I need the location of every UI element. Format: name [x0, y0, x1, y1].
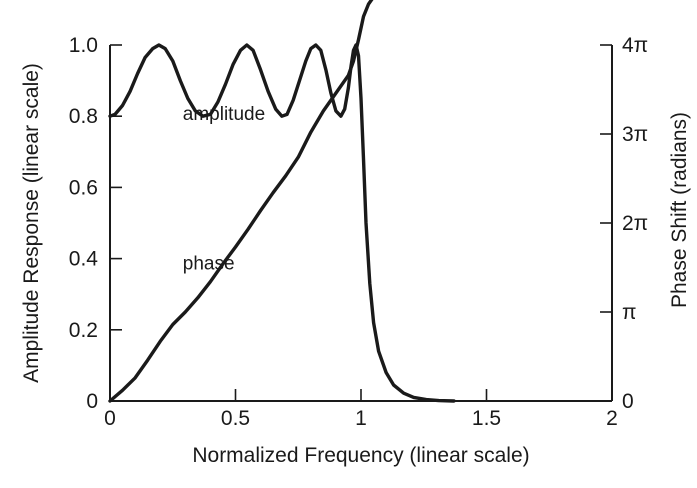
y-right-tick-label-1: π [622, 301, 637, 324]
y-left-tick-label-2: 0.4 [69, 248, 99, 271]
x-tick-label-4: 2 [606, 407, 618, 430]
annotations: amplitude phase [183, 104, 265, 275]
x-tick-label-2: 1 [355, 407, 367, 430]
curves [108, 0, 456, 403]
x-tick-label-3: 1.5 [472, 407, 501, 430]
ticks [109, 44, 613, 402]
y-right-tick-label-0: 0 [622, 390, 634, 413]
x-tick-label-1: 0.5 [221, 407, 250, 430]
y-left-tick-label-3: 0.6 [69, 176, 98, 199]
x-axis-title: Normalized Frequency (linear scale) [192, 444, 529, 467]
y-right-axis-title: Phase Shift (radians) [668, 112, 691, 308]
y-right-tick-label-3: 3π [622, 123, 648, 146]
y-right-tick-label-2: 2π [622, 212, 648, 235]
annotation-phase: phase [183, 253, 235, 274]
y-right-tick-label-4: 4π [622, 34, 648, 57]
annotation-amplitude: amplitude [183, 104, 265, 125]
y-left-tick-label-0: 0 [86, 390, 98, 413]
y-left-axis-title: Amplitude Response (linear scale) [20, 63, 43, 383]
y-left-tick-label-5: 1.0 [69, 34, 98, 57]
x-tick-label-0: 0 [104, 407, 116, 430]
y-left-tick-label-4: 0.8 [69, 105, 98, 128]
series-amplitude-line [108, 43, 456, 403]
y-left-tick-label-1: 0.2 [69, 319, 98, 342]
series-phase-line [108, 0, 374, 403]
